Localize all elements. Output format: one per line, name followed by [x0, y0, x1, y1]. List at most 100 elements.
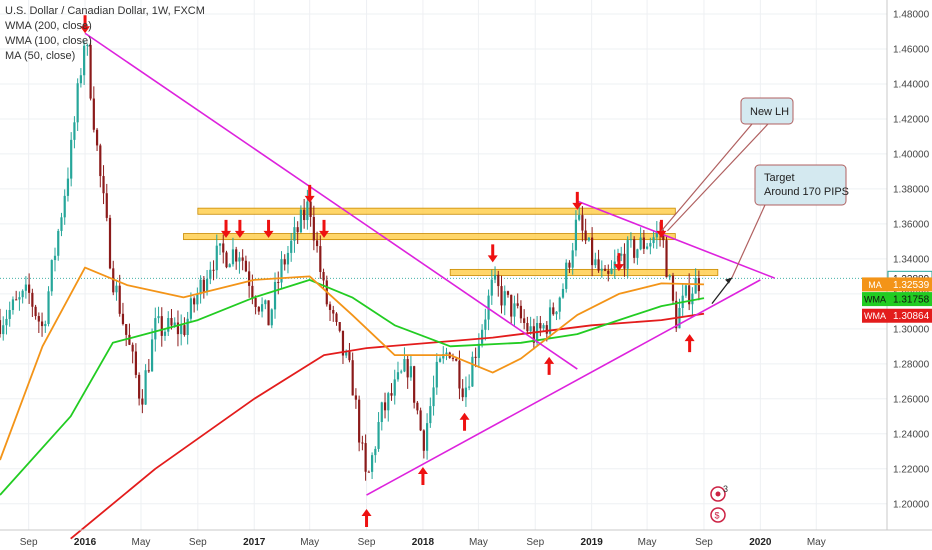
- candle-body: [636, 249, 639, 258]
- legend-ma50[interactable]: MA (50, close): [5, 50, 76, 62]
- candle-body: [28, 284, 31, 293]
- chart-badges: 3 $: [710, 484, 728, 523]
- wma100-value-label-tag: WMA: [864, 295, 886, 305]
- price-tick-label: 1.46000: [893, 44, 930, 55]
- candle-body: [296, 227, 299, 233]
- candle-body: [539, 322, 542, 329]
- up-arrow: [684, 334, 695, 353]
- resistance-zone: [197, 207, 676, 215]
- signal-arrows: [80, 15, 695, 528]
- candle-body: [257, 306, 260, 312]
- candle-body: [193, 298, 196, 305]
- wma200-line: [70, 312, 705, 540]
- candle-body: [112, 268, 115, 293]
- candle-body: [309, 201, 312, 217]
- candle-body: [442, 354, 445, 359]
- candle-body: [532, 326, 535, 343]
- candle-body: [47, 291, 50, 324]
- candle-body: [529, 326, 532, 332]
- candle-body: [11, 299, 15, 311]
- alerts-count: 3: [723, 484, 728, 494]
- candle-body: [319, 246, 322, 272]
- candle-body: [370, 455, 374, 472]
- resistance-zones: [183, 207, 719, 276]
- trendlines: [84, 32, 775, 496]
- resistance-zone: [183, 233, 676, 241]
- candle-body: [44, 323, 47, 327]
- candle-body: [490, 279, 493, 296]
- candle-body: [610, 268, 613, 274]
- candle-body: [464, 387, 468, 398]
- target-pointer: [731, 204, 766, 278]
- candle-body: [662, 234, 665, 241]
- legend-symbol[interactable]: U.S. Dollar / Canadian Dollar, 1W, FXCM: [5, 5, 205, 17]
- candle-body: [115, 285, 118, 293]
- legend-wma100[interactable]: WMA (100, close): [5, 35, 92, 47]
- candle-body: [209, 269, 212, 279]
- down-arrow: [80, 15, 91, 34]
- candle-body: [455, 358, 458, 361]
- new-lh-callout[interactable]: New LH: [740, 97, 794, 125]
- candle-body: [53, 255, 57, 261]
- candle-body: [199, 279, 202, 295]
- candle-body: [419, 410, 422, 431]
- currency-icon: [710, 507, 726, 523]
- wma200-value-label-box: [862, 308, 932, 323]
- candle-body: [15, 299, 18, 301]
- candle-body: [66, 178, 70, 196]
- candle-body: [548, 307, 552, 334]
- price-tick-label: 1.42000: [893, 114, 930, 125]
- candle-body: [558, 297, 561, 312]
- wma200-value-label-tag: WMA: [864, 311, 886, 321]
- target-callout[interactable]: Target Around 170 PIPS: [754, 164, 849, 206]
- candle-body: [189, 298, 192, 319]
- time-tick-label: May: [300, 537, 319, 548]
- time-tick-label: Sep: [20, 537, 38, 548]
- candle-body: [668, 275, 671, 278]
- candle-body: [286, 252, 290, 265]
- wma100-value-label-box: [862, 292, 932, 307]
- candle-body: [328, 304, 332, 311]
- time-tick-label: Sep: [358, 537, 376, 548]
- alert-clock-icon-center: [715, 491, 721, 497]
- candle-body: [665, 240, 668, 278]
- candle-body: [299, 209, 303, 233]
- candle-body: [306, 201, 309, 221]
- currency-icon-glyph: $: [715, 511, 720, 521]
- legend-wma200[interactable]: WMA (200, close): [5, 20, 92, 32]
- trendline: [366, 279, 761, 496]
- alerts-badge[interactable]: 3: [710, 484, 728, 502]
- candle-body: [390, 393, 393, 396]
- candle-body: [118, 285, 121, 314]
- candle-body: [633, 239, 636, 258]
- candle-body: [138, 374, 141, 399]
- candle-body: [620, 253, 623, 256]
- target-label-line1: Target: [764, 172, 795, 184]
- candle-body: [451, 357, 455, 359]
- time-axis[interactable]: Sep 2016 May Sep 2017 May Sep 2018 May Sep 2019 May…: [0, 529, 932, 548]
- ma50-value-label-tag: MA: [868, 280, 882, 290]
- candle-body: [290, 240, 293, 253]
- price-tick-label: 1.20000: [893, 499, 930, 510]
- candle-body: [83, 45, 86, 76]
- chart-legend: U.S. Dollar / Canadian Dollar, 1W, FXCM …: [5, 4, 205, 64]
- candle-body: [688, 285, 691, 305]
- candle-body: [280, 259, 283, 283]
- time-tick-label: 2018: [412, 537, 435, 548]
- candle-body: [267, 300, 270, 326]
- candle-body: [18, 297, 21, 300]
- candle-body: [565, 262, 568, 289]
- candle-body: [526, 322, 529, 332]
- candle-body: [542, 325, 545, 329]
- candle-body: [480, 329, 484, 344]
- candle-body: [684, 285, 688, 296]
- new-lh-label: New LH: [750, 106, 789, 118]
- dividend-badge[interactable]: $: [710, 507, 726, 523]
- candle-body: [79, 75, 82, 84]
- candle-body: [626, 240, 629, 269]
- candle-body: [351, 360, 354, 396]
- candle-body: [416, 402, 419, 411]
- candle-body: [2, 325, 5, 335]
- candle-body: [76, 83, 79, 123]
